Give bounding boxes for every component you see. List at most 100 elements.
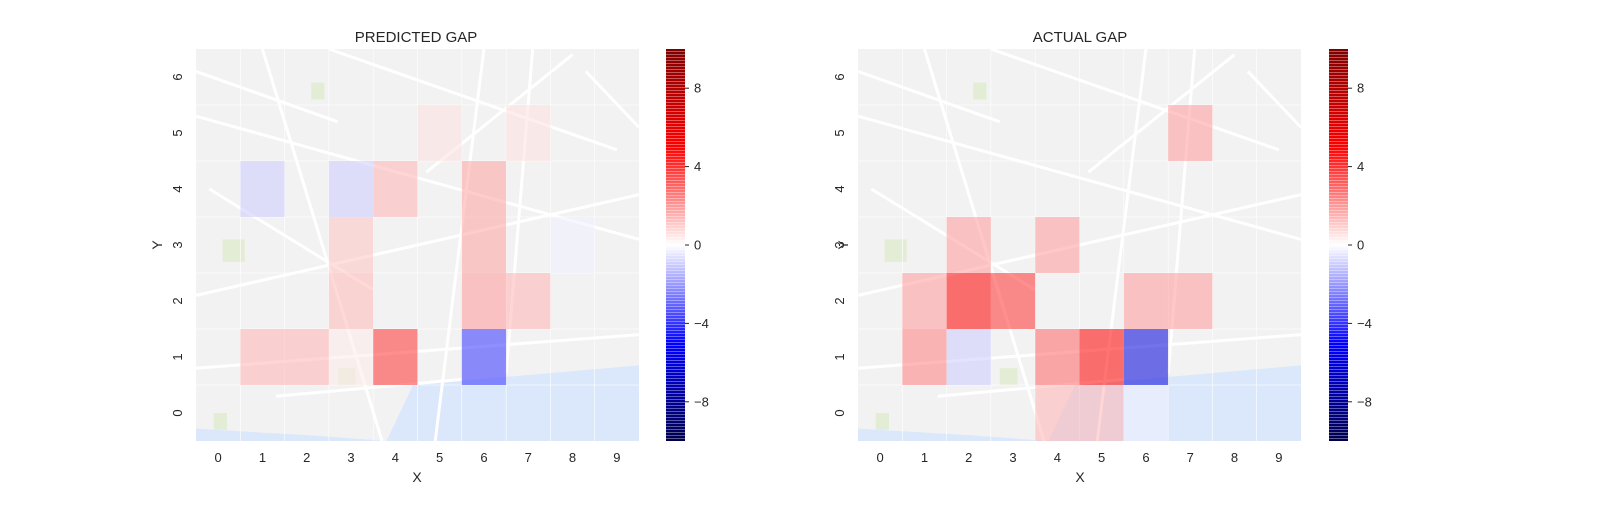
colorbar-tick-label: 0 — [1357, 238, 1364, 253]
colorbar-tick-label: −8 — [694, 394, 709, 409]
x-tick-label: 1 — [259, 450, 266, 465]
map-river-bank — [196, 428, 387, 441]
colorbar-tick-label: 4 — [1357, 159, 1364, 174]
colorbar: 8 4 0 −4 −8 — [1329, 49, 1372, 441]
heatmap-cell — [946, 217, 991, 273]
heatmap-cell — [506, 273, 551, 329]
heatmap-cell — [328, 217, 374, 273]
heatmap-cell — [240, 161, 285, 217]
heatmap-cell — [1168, 105, 1213, 161]
heatmap-cell — [417, 105, 462, 161]
x-tick-label: 1 — [921, 450, 928, 465]
colorbar-tick-label: 8 — [694, 81, 701, 96]
heatmap-cell — [328, 329, 374, 385]
x-tick-label: 4 — [392, 450, 399, 465]
heatmap-cell — [373, 161, 418, 217]
heatmap-cell — [328, 161, 374, 217]
map-park — [884, 239, 907, 262]
colorbar-tick-label: −4 — [694, 316, 709, 331]
y-tick-label: 0 — [832, 409, 847, 416]
y-tick-labels: 0 1 2 3 4 5 6 — [832, 73, 847, 416]
y-tick-label: 0 — [170, 409, 185, 416]
y-tick-labels: 0 1 2 3 4 5 6 — [170, 73, 185, 416]
heatmap-cell — [1123, 385, 1169, 441]
map-park — [973, 82, 987, 100]
x-tick-label: 5 — [436, 450, 443, 465]
heatmap-cell — [1123, 273, 1169, 329]
x-tick-label: 8 — [1231, 450, 1238, 465]
heatmap-cell — [240, 329, 285, 385]
y-tick-label: 5 — [170, 129, 185, 136]
actual-gap-panel: ACTUAL GAP 0 1 2 3 4 5 6 7 8 9 0 1 2 3 4 5 6 X Y 8 4 0 −4 −… — [832, 29, 1372, 485]
x-tick-label: 4 — [1054, 450, 1061, 465]
heatmap-cell — [946, 329, 991, 385]
heatmap-cell — [461, 329, 507, 385]
x-tick-label: 9 — [1275, 450, 1282, 465]
map-park — [999, 368, 1018, 385]
heatmap-cells — [240, 105, 595, 385]
heatmap-cell — [550, 217, 595, 273]
map-river-bank — [858, 428, 1049, 441]
x-tick-label: 3 — [1009, 450, 1016, 465]
y-tick-label: 4 — [170, 185, 185, 192]
colorbar-lines — [666, 49, 685, 441]
map-river — [386, 365, 639, 441]
x-tick-label: 2 — [303, 450, 310, 465]
map-park — [213, 413, 228, 430]
heatmap-cell — [1123, 329, 1169, 385]
heatmap-cell — [461, 273, 507, 329]
y-tick-label: 6 — [832, 73, 847, 80]
heatmap-cell — [1079, 329, 1124, 385]
heatmap-cell — [328, 273, 374, 329]
map-street — [990, 47, 1280, 152]
x-tick-label: 9 — [613, 450, 620, 465]
map-park — [222, 239, 245, 262]
map-street — [328, 47, 618, 152]
colorbar-tick-labels: 8 4 0 −4 −8 — [1348, 81, 1372, 409]
y-tick-label: 2 — [170, 297, 185, 304]
x-axis-label: X — [1075, 469, 1085, 485]
heatmap-cell — [1035, 385, 1080, 441]
colorbar: 8 4 0 −4 −8 — [666, 49, 709, 441]
heatmap-cell — [1168, 273, 1213, 329]
colorbar-tick-label: 0 — [694, 238, 701, 253]
heatmap-cell — [373, 329, 418, 385]
colorbar-tick-label: 8 — [1357, 81, 1364, 96]
x-tick-label: 0 — [877, 450, 884, 465]
x-tick-label: 3 — [347, 450, 354, 465]
y-tick-label: 3 — [832, 241, 847, 248]
map-street — [433, 48, 486, 442]
y-tick-label: 4 — [832, 185, 847, 192]
heatmap-cell — [506, 105, 551, 161]
heatmap-cell — [461, 217, 507, 273]
y-tick-label: 6 — [170, 73, 185, 80]
x-tick-label: 6 — [480, 450, 487, 465]
y-tick-label: 2 — [832, 297, 847, 304]
map-street — [1087, 53, 1236, 174]
heatmap-cells — [902, 105, 1213, 441]
heatmap-cell — [902, 329, 947, 385]
map-park — [311, 82, 325, 100]
colorbar-lines — [1329, 49, 1348, 441]
heatmap-cell — [990, 273, 1036, 329]
colorbar-tick-labels: 8 4 0 −4 −8 — [685, 81, 709, 409]
heatmap-cell — [902, 273, 947, 329]
chart-title: PREDICTED GAP — [355, 29, 478, 46]
heatmap-cell — [1035, 217, 1080, 273]
y-tick-label: 1 — [170, 353, 185, 360]
x-tick-label: 7 — [525, 450, 532, 465]
map-street — [275, 377, 462, 398]
heatmap-cell — [461, 161, 507, 217]
heatmap-cell — [1079, 385, 1124, 441]
x-tick-label: 2 — [965, 450, 972, 465]
x-tick-label: 6 — [1142, 450, 1149, 465]
map-street — [195, 69, 339, 124]
colorbar-tick-label: −4 — [1357, 316, 1372, 331]
colorbar-tick-label: −8 — [1357, 394, 1372, 409]
map-street — [857, 69, 1001, 124]
x-axis-label: X — [412, 469, 422, 485]
chart-title: ACTUAL GAP — [1033, 29, 1127, 46]
heatmap-cell — [1035, 329, 1080, 385]
